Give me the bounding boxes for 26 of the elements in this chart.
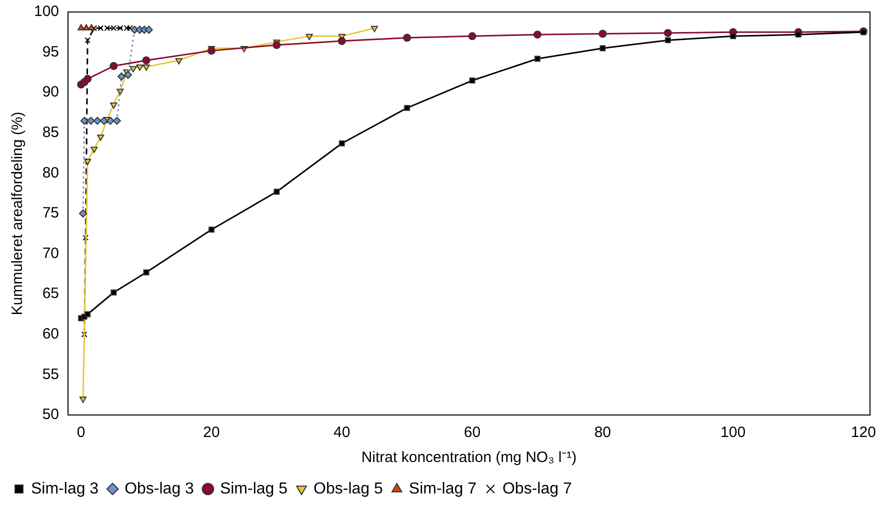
y-axis-title: Kummuleret arealfordeling (%) <box>9 112 26 316</box>
legend-label: Sim-lag 3 <box>31 480 99 498</box>
y-tick-label: 60 <box>42 326 60 343</box>
y-tick-label: 95 <box>42 43 60 60</box>
legend-label: Obs-lag 5 <box>314 480 383 498</box>
x-axis-title: Nitrat koncentration (mg NO₃ l⁻¹) <box>361 449 577 466</box>
y-tick-label: 55 <box>42 366 60 383</box>
legend-label: Obs-lag 7 <box>502 480 572 498</box>
x-tick-label: 80 <box>594 424 612 442</box>
y-tick-label: 75 <box>42 204 60 222</box>
x-tick-label: 60 <box>464 424 481 442</box>
legend-label: Obs-lag 3 <box>124 480 194 498</box>
y-tick-label: 50 <box>42 406 60 424</box>
y-tick-label: 85 <box>42 124 60 142</box>
y-tick-label: 90 <box>42 84 60 101</box>
x-tick-label: 20 <box>203 424 220 442</box>
legend-label: Sim-lag 7 <box>408 480 477 498</box>
y-tick-label: 70 <box>42 244 60 262</box>
y-tick-label: 65 <box>42 285 60 302</box>
x-tick-label: 100 <box>720 424 746 442</box>
y-tick-label: 80 <box>42 164 60 182</box>
x-tick-label: 120 <box>850 424 876 442</box>
x-tick-label: 0 <box>76 424 86 442</box>
x-tick-label: 40 <box>334 424 350 442</box>
legend-label: Sim-lag 5 <box>220 480 288 498</box>
y-tick-label: 100 <box>34 3 60 20</box>
